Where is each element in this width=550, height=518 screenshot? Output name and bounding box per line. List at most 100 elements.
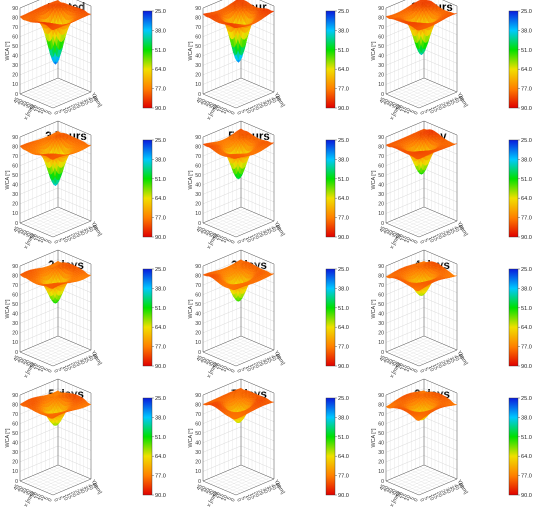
y-tick-label: 35 [448,356,456,364]
x-tick-label: 45 [13,225,21,233]
x-tick-label: 20 [214,104,222,112]
y-tick-label: 0 [418,369,425,375]
x-tick-label: 20 [397,233,405,241]
z-tick-label: 10 [195,82,201,88]
colorbar-tick-label: 38.0 [155,157,166,163]
colorbar-tick-label: 64.0 [338,196,349,202]
surface-plot-svg: 7 days0102030405060708090WCA [°]05101520… [188,378,349,508]
x-tick-label: 30 [24,230,32,238]
x-tick-label: 0 [413,497,420,503]
x-tick-label: 10 [38,236,46,244]
y-tick-label: 10 [244,365,252,373]
x-tick-label: 10 [404,494,412,502]
z-tick-label: 90 [378,6,384,12]
x-tick-label: 5 [43,496,50,502]
z-tick-label: 60 [195,163,201,169]
colorbar: 25.0 38.0 51.0 64.0 77.0 90.0 [142,267,166,370]
colorbar-tick-label: 77.0 [338,345,349,351]
y-tick-label: 0 [235,240,242,246]
wca-surface [202,259,275,302]
x-tick-label: 35 [386,487,394,495]
z-tick-label: 40 [195,312,201,318]
z-tick-label: 30 [12,192,18,198]
z-tick-label: 20 [195,331,201,337]
z-tick-label: 40 [378,54,384,60]
y-tick-label: 5 [239,238,246,244]
y-tick-label: 30 [444,358,452,366]
z-tick-label: 70 [12,283,18,289]
y-tick-label: 45 [456,353,464,361]
x-tick-label: 35 [203,358,211,366]
colorbar-tick-label: 25.0 [155,9,166,15]
surface-plot-svg: 1 hour0102030405060708090WCA [°]05101520… [188,0,349,121]
x-tick-label: 20 [397,362,405,370]
z-tick-label: 30 [378,450,384,456]
colorbar-tick-label: 38.0 [521,157,532,163]
x-tick-label: 40 [199,356,207,364]
z-tick-label: 10 [12,211,18,217]
surface-panel: 1 day0102030405060708090WCA [°]051015202… [366,120,549,258]
x-tick-label: 5 [226,496,233,502]
x-tick-label: 15 [401,106,409,114]
x-tick-label: 5 [409,109,416,115]
y-tick-label: 45 [90,224,98,232]
wca-surface [202,387,275,423]
colorbar-tick-label: 38.0 [521,28,532,34]
z-axis: 0 10 20 30 40 50 60 70 80 90 WCA [°] [188,6,201,98]
x-tick-label: 35 [386,100,394,108]
y-tick-label: 45 [273,482,281,490]
colorbar-tick-label: 25.0 [338,396,349,402]
y-tick-label: 5 [239,367,246,373]
y-tick-label: 20 [252,232,260,240]
x-tick-label: 20 [214,233,222,241]
colorbar-tick-label: 51.0 [155,306,166,312]
z-tick-label: 30 [378,192,384,198]
y-tick-label: 20 [435,232,443,240]
y-tick-label: 0 [52,240,59,246]
colorbar-tick-label: 64.0 [521,325,532,331]
x-tick-label: 10 [404,107,412,115]
y-tick-label: 0 [418,111,425,117]
colorbar-tick-label: 51.0 [155,177,166,183]
z-tick-label: 50 [12,431,18,437]
colorbar-tick-label: 25.0 [155,267,166,273]
colorbar: 25.0 38.0 51.0 64.0 77.0 90.0 [325,267,349,370]
wca-surface [385,390,458,421]
colorbar-tick-label: 64.0 [338,454,349,460]
x-tick-label: 10 [404,236,412,244]
x-tick-label: 30 [24,359,32,367]
z-tick-label: 40 [12,54,18,60]
y-tick-label: 45 [273,95,281,103]
y-tick-label: 35 [265,227,273,235]
z-axis: 0 10 20 30 40 50 60 70 80 90 WCA [°] [5,6,18,98]
y-tick-label: 25 [256,102,264,110]
y-tick-label: 25 [73,489,81,497]
z-axis-label: WCA [°] [188,170,194,189]
y-tick-label: 10 [61,494,69,502]
z-tick-label: 60 [12,163,18,169]
y-tick-label: 5 [239,496,246,502]
x-tick-label: 35 [203,229,211,237]
y-tick-label: 15 [431,105,439,113]
wca-surface [19,260,92,304]
x-tick-label: 35 [20,100,28,108]
z-tick-label: 80 [12,144,18,150]
colorbar-tick-label: 90.0 [155,364,166,370]
x-tick-label: 5 [226,367,233,373]
z-tick-label: 0 [15,92,18,98]
colorbar-tick-label: 25.0 [338,9,349,15]
colorbar-tick-label: 90.0 [155,493,166,499]
y-tick-label: 30 [261,100,269,108]
x-tick-label: 25 [210,361,218,369]
x-tick-label: 10 [404,365,412,373]
z-tick-label: 10 [378,340,384,346]
x-tick-label: 35 [20,487,28,495]
z-tick-label: 70 [195,283,201,289]
x-tick-label: 0 [47,497,54,503]
colorbar-tick-label: 38.0 [338,286,349,292]
colorbar-tick-label: 77.0 [338,87,349,93]
x-tick-label: 40 [382,98,390,106]
